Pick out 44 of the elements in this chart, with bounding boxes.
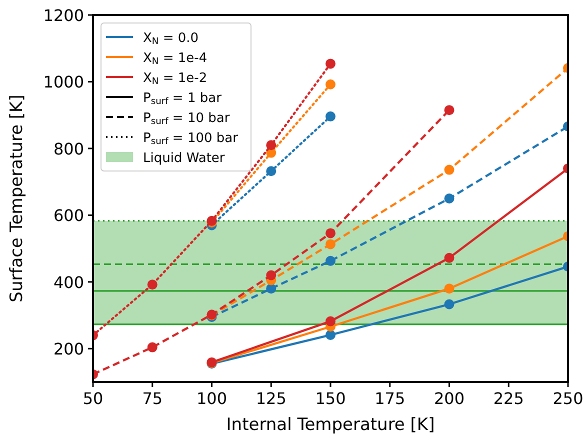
point [147,342,158,352]
x-tick-label: 100 [196,389,228,408]
point [444,105,454,116]
y-tick-label: 1200 [43,6,84,25]
y-tick-label: 200 [53,340,84,359]
point [326,111,336,122]
point [326,228,336,238]
legend-label: X$_{N}$ = 1e-2 [143,71,208,88]
x-tick-label: 50 [82,389,104,408]
point [326,79,336,90]
point [147,280,158,290]
y-tick-label: 1000 [43,72,84,92]
point [444,299,454,310]
annotation: P$_{surf}$ = 10 bar [143,111,230,128]
y-axis-title: Surface Temperature [K] [7,94,27,302]
point [444,252,454,263]
annotation: P$_{surf}$ = 100 bar [143,131,239,148]
point [444,284,454,294]
y-tick-label: 600 [53,206,84,226]
point [266,166,276,176]
legend-label: Liquid Water [143,151,226,166]
x-tick-label: 150 [315,389,346,408]
point [266,140,276,150]
x-tick-label: 225 [493,389,524,408]
legend-label: X$_{N}$ = 1e-4 [143,51,208,68]
x-tick-label: 200 [434,389,465,408]
point [326,256,336,266]
x-tick-label: 250 [552,389,584,408]
y-tick-label: 400 [53,272,84,292]
point [326,239,336,250]
point [326,316,336,326]
point [266,284,276,294]
x-tick-label: 75 [142,389,163,408]
y-tick-label: 800 [53,139,84,158]
legend-label: X$_{N}$ = 0.0 [143,31,199,48]
point [444,164,454,175]
point [326,58,336,69]
point [326,330,336,340]
x-tick-label: 125 [256,389,286,408]
point [266,270,276,280]
x-tick-label: 175 [374,389,406,408]
point [444,194,454,204]
annotation: P$_{surf}$ = 1 bar [143,91,222,108]
x-axis-title: Internal Temperature [K] [226,415,435,435]
